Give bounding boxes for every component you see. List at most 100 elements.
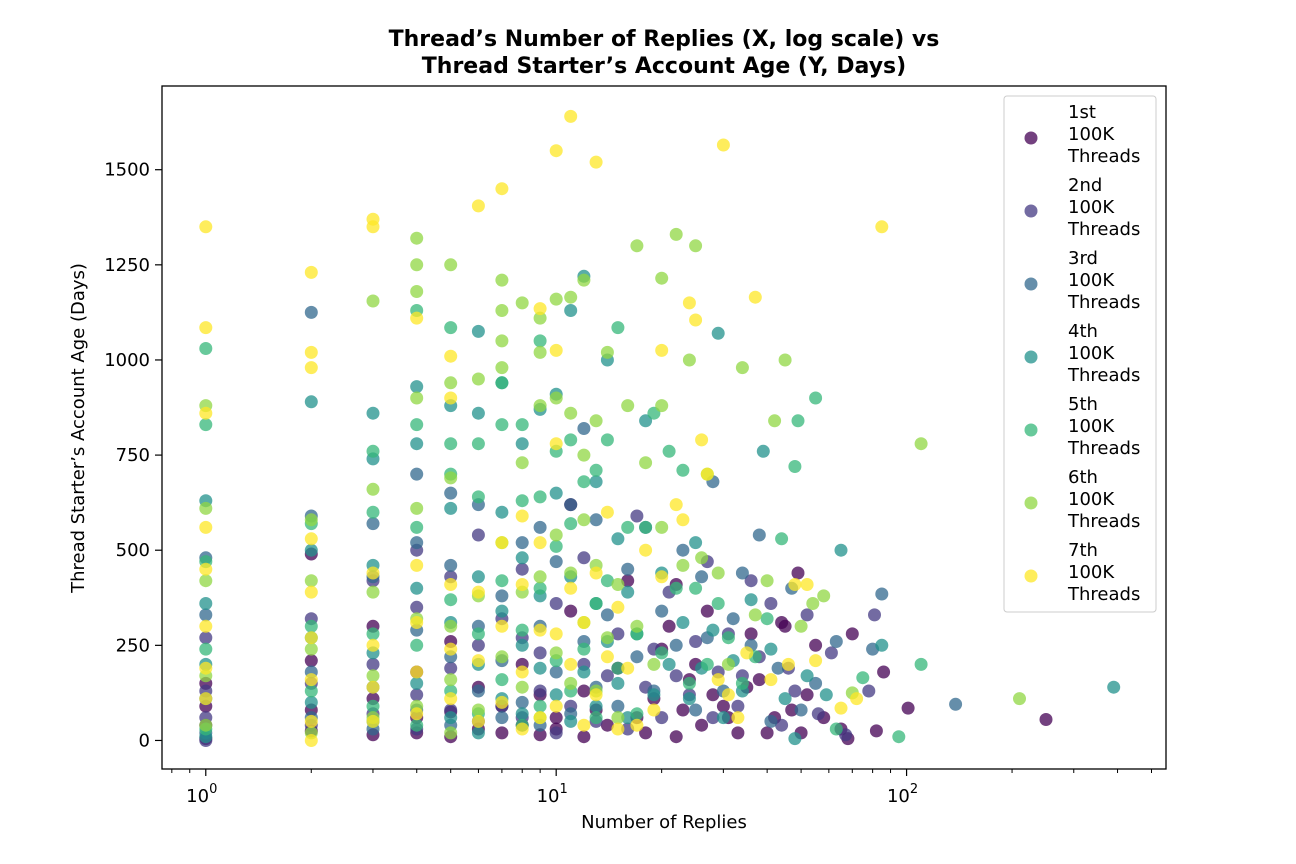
data-point (564, 109, 578, 123)
data-point (676, 543, 690, 557)
legend-label: 1st (1068, 102, 1096, 123)
data-point (549, 144, 563, 158)
data-point (788, 684, 802, 698)
data-point (824, 646, 838, 660)
data-point (577, 475, 591, 489)
data-point (304, 695, 318, 709)
data-point (444, 578, 458, 591)
data-point (721, 631, 735, 645)
data-point (304, 714, 318, 728)
data-point (199, 597, 213, 610)
data-point (600, 433, 614, 447)
plot-frame (161, 85, 1167, 770)
data-point (775, 718, 789, 732)
series-6 (199, 227, 1026, 740)
data-point (199, 501, 213, 515)
data-point (495, 711, 509, 725)
data-point (845, 627, 859, 641)
data-point (630, 650, 644, 664)
data-point (577, 684, 591, 698)
data-point (700, 657, 714, 671)
y-axis-label: Thread Starter’s Account Age (Days) (68, 263, 89, 594)
data-point (549, 726, 563, 740)
series-2 (199, 509, 881, 747)
data-point (410, 285, 424, 298)
data-point (304, 513, 318, 527)
data-point (549, 486, 563, 500)
data-point (366, 406, 380, 420)
data-point (495, 505, 509, 519)
data-point (1107, 680, 1121, 694)
legend-marker (1024, 131, 1038, 145)
legend-label: Threads (1067, 584, 1140, 605)
data-point (410, 707, 424, 721)
data-point (689, 581, 703, 595)
data-point (564, 714, 578, 728)
data-point (564, 517, 578, 531)
data-point (304, 543, 318, 557)
data-point (533, 570, 547, 584)
data-point (600, 631, 614, 645)
data-point (199, 574, 213, 588)
data-point (800, 608, 814, 622)
data-point (533, 302, 547, 316)
data-point (676, 558, 690, 572)
data-point (682, 296, 696, 310)
data-point (829, 722, 843, 736)
data-point (662, 444, 676, 458)
legend-label: Threads (1067, 219, 1140, 240)
data-point (752, 528, 766, 542)
data-point (515, 722, 529, 736)
data-point (600, 345, 614, 359)
data-point (304, 654, 318, 668)
data-point (410, 718, 424, 732)
legend-box (1003, 95, 1157, 613)
data-point (533, 646, 547, 660)
data-point (676, 513, 690, 527)
legend-marker (1024, 277, 1038, 291)
data-point (564, 406, 578, 420)
legend-label: 100K (1068, 197, 1115, 218)
data-point (778, 353, 792, 367)
data-point (515, 665, 529, 679)
data-point (199, 661, 213, 675)
data-point (771, 661, 785, 675)
data-point (515, 437, 529, 451)
x-axis: 100 101 102 (171, 769, 1152, 807)
data-point (564, 304, 578, 317)
data-point (589, 475, 603, 489)
data-point (600, 669, 614, 683)
data-point (410, 600, 424, 614)
data-point (366, 482, 380, 496)
series-7 (199, 109, 889, 747)
data-point (199, 631, 213, 645)
data-point (444, 661, 458, 675)
data-point (515, 707, 529, 721)
y-tick-label: 0 (139, 730, 150, 751)
data-point (711, 597, 725, 610)
data-point (611, 699, 625, 713)
data-point (410, 418, 424, 432)
data-point (781, 657, 795, 671)
data-point (533, 684, 547, 698)
data-point (515, 536, 529, 550)
data-point (533, 334, 547, 348)
data-point (533, 699, 547, 713)
data-point (304, 631, 318, 645)
data-point (549, 292, 563, 306)
data-point (515, 680, 529, 694)
data-point (549, 597, 563, 610)
data-point (549, 688, 563, 702)
data-point (410, 676, 424, 690)
data-point (669, 730, 683, 744)
data-point (199, 418, 213, 432)
data-point (366, 680, 380, 694)
data-point (914, 437, 928, 451)
data-point (839, 728, 853, 742)
data-point (471, 654, 485, 668)
data-points (199, 109, 1121, 747)
data-point (775, 532, 789, 546)
data-point (806, 597, 820, 610)
